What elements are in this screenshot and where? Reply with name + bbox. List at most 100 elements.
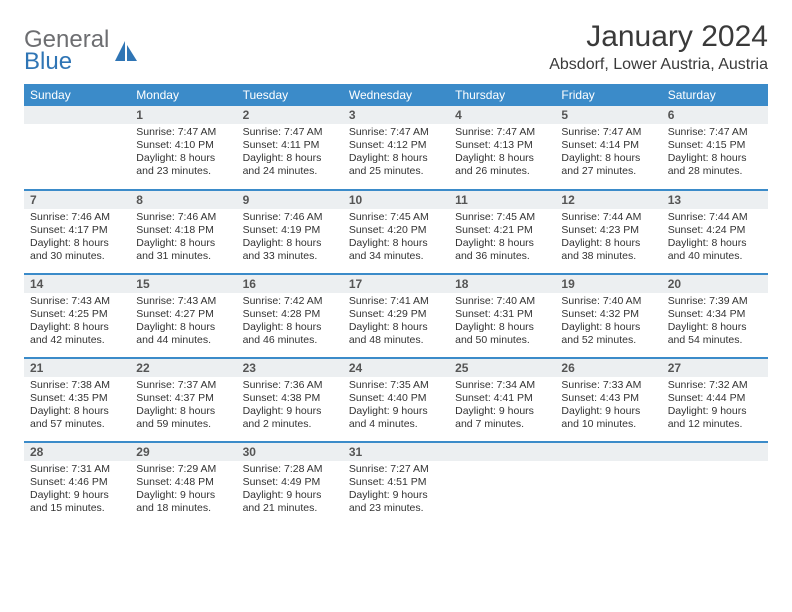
daylight-text: Daylight: 9 hours [349,489,443,502]
day-number: 28 [24,443,130,461]
sunrise-text: Sunrise: 7:27 AM [349,463,443,476]
day-number: 5 [555,106,661,124]
calendar-cell: 26Sunrise: 7:33 AMSunset: 4:43 PMDayligh… [555,358,661,442]
daylight-text: Daylight: 8 hours [30,237,124,250]
sunrise-text: Sunrise: 7:47 AM [243,126,337,139]
day-number-empty [449,443,555,461]
sunset-text: Sunset: 4:28 PM [243,308,337,321]
sunset-text: Sunset: 4:46 PM [30,476,124,489]
calendar-cell: 10Sunrise: 7:45 AMSunset: 4:20 PMDayligh… [343,190,449,274]
sunset-text: Sunset: 4:17 PM [30,224,124,237]
day-body: Sunrise: 7:39 AMSunset: 4:34 PMDaylight:… [662,293,768,352]
daylight-text: and 48 minutes. [349,334,443,347]
daylight-text: Daylight: 8 hours [243,237,337,250]
calendar-cell: 24Sunrise: 7:35 AMSunset: 4:40 PMDayligh… [343,358,449,442]
sunrise-text: Sunrise: 7:46 AM [30,211,124,224]
sunset-text: Sunset: 4:24 PM [668,224,762,237]
sunrise-text: Sunrise: 7:39 AM [668,295,762,308]
day-body: Sunrise: 7:31 AMSunset: 4:46 PMDaylight:… [24,461,130,520]
day-number: 15 [130,275,236,293]
sunset-text: Sunset: 4:25 PM [30,308,124,321]
day-number-empty [662,443,768,461]
sunset-text: Sunset: 4:19 PM [243,224,337,237]
calendar-cell: 27Sunrise: 7:32 AMSunset: 4:44 PMDayligh… [662,358,768,442]
daylight-text: and 57 minutes. [30,418,124,431]
day-number: 20 [662,275,768,293]
logo: General Blue [24,20,139,74]
calendar-cell-empty [662,442,768,526]
daylight-text: and 34 minutes. [349,250,443,263]
day-number-empty [24,106,130,124]
sunset-text: Sunset: 4:18 PM [136,224,230,237]
daylight-text: and 10 minutes. [561,418,655,431]
daylight-text: Daylight: 9 hours [349,405,443,418]
calendar-cell: 5Sunrise: 7:47 AMSunset: 4:14 PMDaylight… [555,106,661,190]
day-number: 7 [24,191,130,209]
day-body: Sunrise: 7:45 AMSunset: 4:20 PMDaylight:… [343,209,449,268]
calendar-row: 1Sunrise: 7:47 AMSunset: 4:10 PMDaylight… [24,106,768,190]
day-number: 16 [237,275,343,293]
header: General Blue January 2024 Absdorf, Lower… [24,20,768,74]
day-number: 18 [449,275,555,293]
day-body: Sunrise: 7:42 AMSunset: 4:28 PMDaylight:… [237,293,343,352]
sunset-text: Sunset: 4:41 PM [455,392,549,405]
daylight-text: and 38 minutes. [561,250,655,263]
daylight-text: Daylight: 8 hours [561,152,655,165]
day-number: 29 [130,443,236,461]
sunrise-text: Sunrise: 7:43 AM [136,295,230,308]
day-body: Sunrise: 7:32 AMSunset: 4:44 PMDaylight:… [662,377,768,436]
calendar-cell: 19Sunrise: 7:40 AMSunset: 4:32 PMDayligh… [555,274,661,358]
daylight-text: and 18 minutes. [136,502,230,515]
daylight-text: and 44 minutes. [136,334,230,347]
day-body: Sunrise: 7:47 AMSunset: 4:10 PMDaylight:… [130,124,236,183]
daylight-text: and 36 minutes. [455,250,549,263]
sunrise-text: Sunrise: 7:34 AM [455,379,549,392]
day-number: 24 [343,359,449,377]
calendar-cell-empty [449,442,555,526]
daylight-text: and 28 minutes. [668,165,762,178]
day-number: 14 [24,275,130,293]
day-body: Sunrise: 7:40 AMSunset: 4:31 PMDaylight:… [449,293,555,352]
calendar-row: 28Sunrise: 7:31 AMSunset: 4:46 PMDayligh… [24,442,768,526]
daylight-text: and 23 minutes. [136,165,230,178]
daylight-text: Daylight: 8 hours [349,152,443,165]
day-number: 11 [449,191,555,209]
calendar-cell: 1Sunrise: 7:47 AMSunset: 4:10 PMDaylight… [130,106,236,190]
sunset-text: Sunset: 4:15 PM [668,139,762,152]
day-body: Sunrise: 7:46 AMSunset: 4:19 PMDaylight:… [237,209,343,268]
daylight-text: and 33 minutes. [243,250,337,263]
calendar-cell: 2Sunrise: 7:47 AMSunset: 4:11 PMDaylight… [237,106,343,190]
day-number: 12 [555,191,661,209]
sunrise-text: Sunrise: 7:28 AM [243,463,337,476]
daylight-text: Daylight: 9 hours [243,405,337,418]
sunrise-text: Sunrise: 7:32 AM [668,379,762,392]
page-subtitle: Absdorf, Lower Austria, Austria [549,56,768,74]
daylight-text: and 7 minutes. [455,418,549,431]
daylight-text: Daylight: 8 hours [668,321,762,334]
sunrise-text: Sunrise: 7:37 AM [136,379,230,392]
day-body: Sunrise: 7:35 AMSunset: 4:40 PMDaylight:… [343,377,449,436]
sunset-text: Sunset: 4:13 PM [455,139,549,152]
day-number: 13 [662,191,768,209]
day-body: Sunrise: 7:33 AMSunset: 4:43 PMDaylight:… [555,377,661,436]
day-number: 1 [130,106,236,124]
sunrise-text: Sunrise: 7:36 AM [243,379,337,392]
daylight-text: and 15 minutes. [30,502,124,515]
sunrise-text: Sunrise: 7:42 AM [243,295,337,308]
sunset-text: Sunset: 4:34 PM [668,308,762,321]
day-body: Sunrise: 7:43 AMSunset: 4:25 PMDaylight:… [24,293,130,352]
sunset-text: Sunset: 4:43 PM [561,392,655,405]
day-body: Sunrise: 7:47 AMSunset: 4:12 PMDaylight:… [343,124,449,183]
day-number: 31 [343,443,449,461]
day-body: Sunrise: 7:36 AMSunset: 4:38 PMDaylight:… [237,377,343,436]
sunset-text: Sunset: 4:11 PM [243,139,337,152]
calendar-cell-empty [24,106,130,190]
day-number: 21 [24,359,130,377]
calendar-cell: 30Sunrise: 7:28 AMSunset: 4:49 PMDayligh… [237,442,343,526]
weekday-header: Saturday [662,84,768,106]
calendar-cell: 9Sunrise: 7:46 AMSunset: 4:19 PMDaylight… [237,190,343,274]
daylight-text: Daylight: 8 hours [668,152,762,165]
daylight-text: Daylight: 8 hours [243,152,337,165]
sail-icon [113,39,139,68]
day-number-empty [555,443,661,461]
